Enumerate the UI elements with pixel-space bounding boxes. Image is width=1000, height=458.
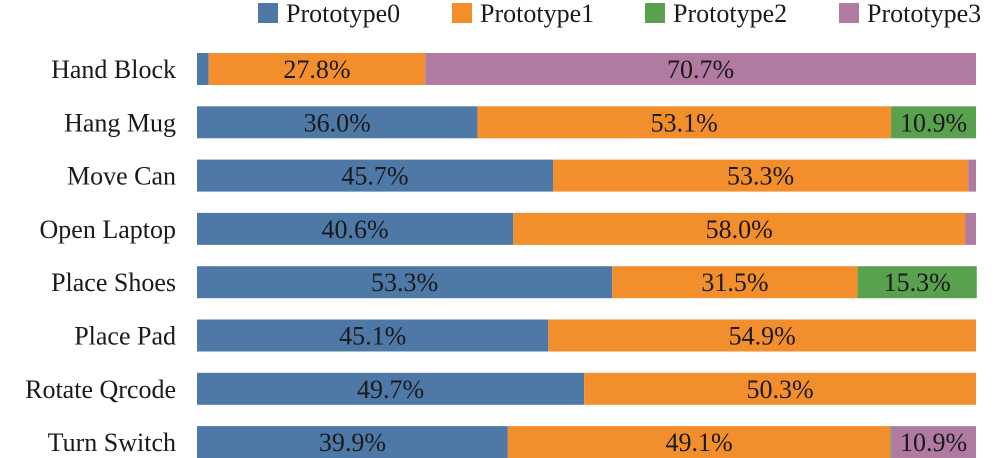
legend-swatch-prototype0 <box>258 3 278 23</box>
legend-label-prototype0: Prototype0 <box>286 0 400 28</box>
bar-hand-block-prototype3 <box>425 53 976 85</box>
bar-move-can-prototype1 <box>553 159 969 192</box>
bar-turn-switch-prototype2 <box>890 426 892 458</box>
bar-open-laptop-prototype0 <box>197 212 514 245</box>
bar-place-pad-prototype1 <box>548 319 976 352</box>
bar-open-laptop-prototype1 <box>513 212 966 245</box>
bar-hand-block-prototype0 <box>197 53 209 85</box>
data-label-move-can-prototype1: 53.3% <box>727 162 794 191</box>
bar-hang-mug-prototype2 <box>891 106 976 139</box>
bar-move-can-prototype0 <box>197 159 553 192</box>
legend-swatch-prototype3 <box>839 3 859 23</box>
data-label-hand-block-prototype1: 27.8% <box>283 55 350 84</box>
data-label-place-pad-prototype1: 54.9% <box>729 322 796 351</box>
data-label-place-pad-prototype0: 45.1% <box>339 322 406 351</box>
bar-turn-switch-prototype0 <box>197 426 508 458</box>
data-label-hang-mug-prototype0: 36.0% <box>304 108 371 137</box>
category-label-open-laptop: Open Laptop <box>40 215 176 244</box>
data-label-place-shoes-prototype1: 31.5% <box>701 268 768 297</box>
data-label-move-can-prototype0: 45.7% <box>341 162 408 191</box>
bar-rotate-qrcode-prototype0 <box>197 372 585 405</box>
data-label-place-shoes-prototype2: 15.3% <box>884 268 951 297</box>
bar-rotate-qrcode-prototype1 <box>584 372 976 405</box>
data-label-open-laptop-prototype1: 58.0% <box>706 215 773 244</box>
data-label-turn-switch-prototype1: 49.1% <box>665 428 732 457</box>
data-label-hand-block-prototype3: 70.7% <box>667 55 734 84</box>
data-label-turn-switch-prototype3: 10.9% <box>900 428 967 457</box>
category-label-turn-switch: Turn Switch <box>48 428 176 457</box>
legend-label-prototype2: Prototype2 <box>673 0 787 28</box>
legend-swatch-prototype1 <box>452 3 472 23</box>
category-label-hang-mug: Hang Mug <box>64 108 176 137</box>
bar-turn-switch-prototype3 <box>891 426 976 458</box>
bar-place-shoes-prototype0 <box>197 266 613 299</box>
category-label-rotate-qrcode: Rotate Qrcode <box>25 375 176 404</box>
bar-place-pad-prototype0 <box>197 319 549 352</box>
data-label-turn-switch-prototype0: 39.9% <box>319 428 386 457</box>
bar-hang-mug-prototype1 <box>477 106 892 139</box>
data-label-open-laptop-prototype0: 40.6% <box>322 215 389 244</box>
data-label-rotate-qrcode-prototype1: 50.3% <box>746 375 813 404</box>
bar-place-shoes-prototype2 <box>857 266 977 299</box>
legend: Prototype0 Prototype1 Prototype2 Prototype3 <box>258 0 981 28</box>
bar-hand-block-prototype1 <box>208 53 426 85</box>
category-label-move-can: Move Can <box>67 162 176 191</box>
category-label-place-pad: Place Pad <box>74 322 176 351</box>
legend-label-prototype1: Prototype1 <box>480 0 594 28</box>
category-labels: Hand Block Hang Mug Move Can Open Laptop Pla… <box>25 55 176 457</box>
bar-hang-mug-prototype0 <box>197 106 478 139</box>
bar-place-shoes-prototype1 <box>612 266 858 299</box>
data-label-hang-mug-prototype1: 53.1% <box>651 108 718 137</box>
bar-move-can-prototype3 <box>968 159 976 192</box>
data-label-rotate-qrcode-prototype0: 49.7% <box>357 375 424 404</box>
legend-swatch-prototype2 <box>645 3 665 23</box>
category-label-hand-block: Hand Block <box>51 55 176 84</box>
bars: 27.8% 70.7% 36.0% 53.1% 10.9% 45.7% 53.3% 40.6%… <box>197 53 977 458</box>
bar-turn-switch-prototype1 <box>507 426 891 458</box>
bar-open-laptop-prototype3 <box>965 212 976 245</box>
data-label-hang-mug-prototype2: 10.9% <box>900 108 967 137</box>
legend-label-prototype3: Prototype3 <box>867 0 981 28</box>
category-label-place-shoes: Place Shoes <box>51 268 176 297</box>
data-label-place-shoes-prototype0: 53.3% <box>371 268 438 297</box>
